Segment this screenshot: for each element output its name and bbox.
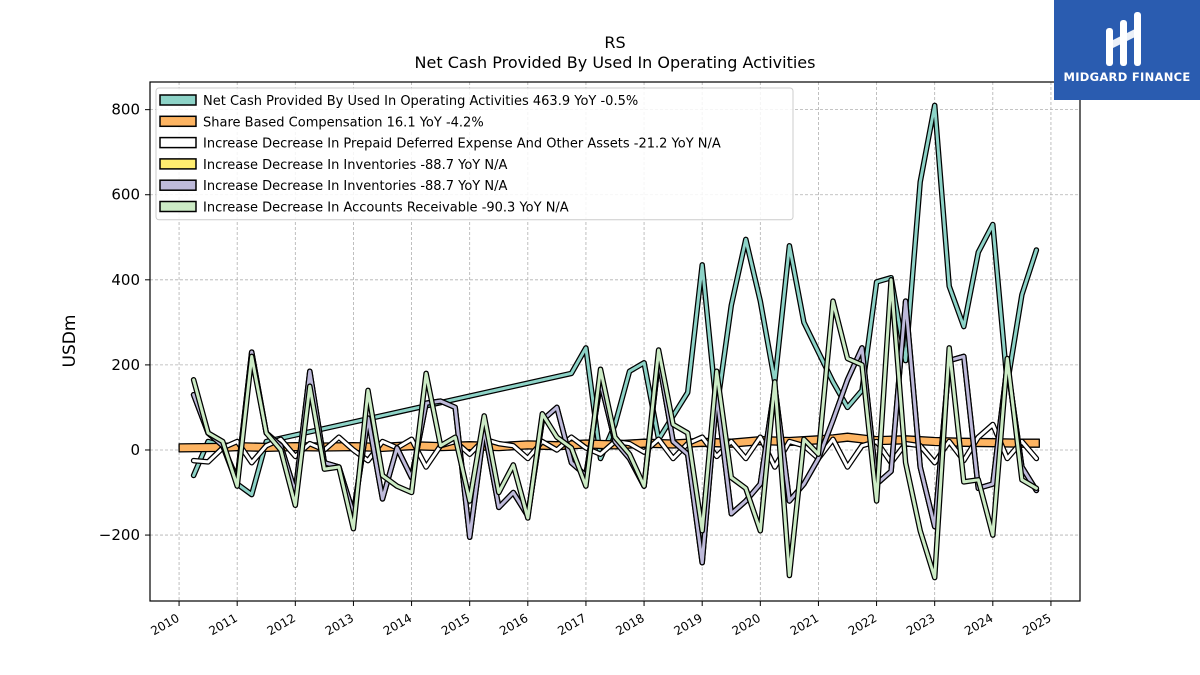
- legend-swatch: [159, 179, 197, 191]
- y-tick-label: 200: [111, 356, 140, 374]
- x-tick-label: 2011: [206, 611, 239, 638]
- legend-label: Net Cash Provided By Used In Operating A…: [203, 94, 638, 109]
- y-tick-label: 800: [111, 101, 140, 119]
- x-tick-label: 2010: [148, 611, 181, 638]
- brand-name: MIDGARD FINANCE: [1063, 70, 1191, 84]
- y-tick-label: 0: [130, 441, 140, 459]
- series-stroke: [192, 278, 1038, 580]
- midgard-logo-icon: [1106, 12, 1141, 66]
- x-tick-label: 2012: [265, 611, 298, 638]
- x-axis: 2010 2011 2012 2013 2014 2015 2016 2017 2018 2019…: [148, 601, 1054, 638]
- x-tick-label: 2013: [323, 611, 356, 638]
- x-tick-label: 2025: [1020, 611, 1053, 638]
- x-tick-label: 2020: [730, 611, 763, 638]
- y-axis: −200 0 200 400 600 800: [99, 101, 150, 544]
- y-tick-label: 600: [111, 186, 140, 204]
- x-tick-label: 2024: [962, 611, 995, 638]
- legend: Net Cash Provided By Used In Operating A…: [155, 87, 794, 221]
- x-tick-label: 2019: [671, 611, 704, 638]
- legend-swatch: [159, 94, 197, 106]
- series-line: [190, 102, 1040, 498]
- y-axis-label: USDm: [60, 315, 80, 368]
- legend-box: [155, 87, 794, 221]
- legend-swatch: [159, 158, 197, 170]
- series-line: [190, 277, 1040, 581]
- x-tick-label: 2021: [788, 611, 821, 638]
- x-tick-label: 2017: [555, 611, 588, 638]
- x-tick-label: 2015: [439, 611, 472, 638]
- legend-swatch: [159, 115, 197, 128]
- series-stroke: [192, 103, 1038, 497]
- y-tick-label: 400: [111, 271, 140, 289]
- x-tick-label: 2014: [381, 611, 414, 638]
- legend-label: Increase Decrease In Inventories -88.7 Y…: [203, 179, 507, 194]
- legend-label: Increase Decrease In Inventories -88.7 Y…: [203, 158, 507, 173]
- x-tick-label: 2016: [497, 611, 530, 638]
- series-lines: [178, 102, 1040, 581]
- x-tick-label: 2023: [904, 611, 937, 638]
- brand-badge: MIDGARD FINANCE: [1054, 0, 1200, 100]
- legend-swatch: [159, 200, 197, 213]
- legend-label: Increase Decrease In Accounts Receivable…: [203, 201, 569, 216]
- x-tick-label: 2022: [846, 611, 879, 638]
- plot-frame: [149, 81, 1081, 602]
- legend-label: Increase Decrease In Prepaid Deferred Ex…: [203, 137, 721, 152]
- legend-swatch: [159, 136, 197, 149]
- chart-subtitle: Net Cash Provided By Used In Operating A…: [415, 53, 816, 72]
- legend-label: Share Based Compensation 16.1 YoY -4.2%: [203, 115, 484, 130]
- y-tick-label: −200: [99, 526, 140, 544]
- x-tick-label: 2018: [613, 611, 646, 638]
- chart-title: RS: [604, 33, 625, 52]
